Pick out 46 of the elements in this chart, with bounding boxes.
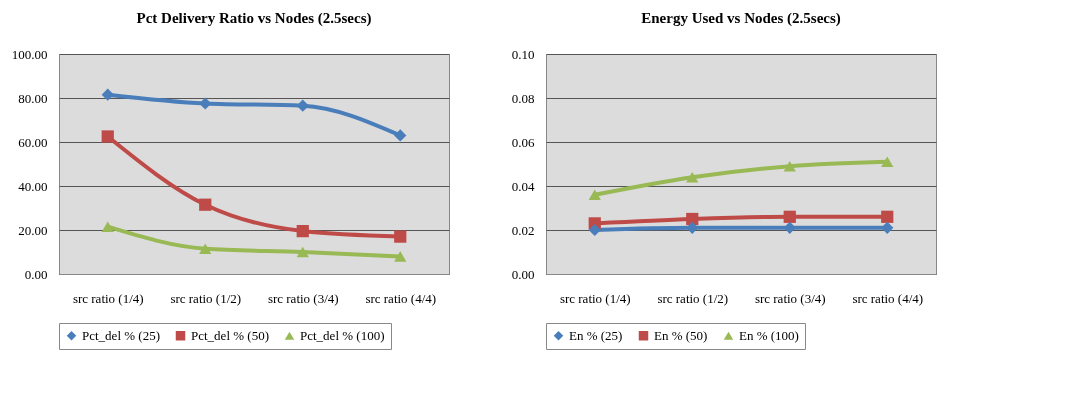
point [783, 210, 796, 223]
point [394, 251, 407, 262]
point [881, 156, 894, 168]
point [296, 224, 309, 238]
chart-title: Energy Used vs Nodes (2.5secs) [641, 10, 841, 27]
legend-label: En % (50) [654, 327, 708, 343]
y-tick-label: 100.00 [11, 46, 48, 62]
y-tick-label: 0.08 [511, 90, 535, 106]
point [881, 221, 894, 234]
point [296, 246, 309, 258]
point [588, 189, 601, 201]
point [783, 160, 796, 172]
point [394, 230, 407, 243]
point [199, 198, 212, 211]
y-tick-label: 40.00 [18, 178, 48, 194]
point [101, 221, 114, 232]
legend-label: Pct_del % (50) [191, 327, 269, 343]
x-tick-label: src ratio (3/4) [267, 290, 339, 306]
x-tick-label: src ratio (1/2) [657, 290, 729, 306]
point [101, 88, 114, 101]
y-tick-label: 0.00 [24, 266, 48, 282]
point [199, 243, 212, 254]
chart-title: Pct Delivery Ratio vs Nodes (2.5secs) [136, 10, 372, 27]
point [588, 223, 601, 237]
y-tick-label: 80.00 [18, 90, 48, 106]
point [686, 171, 699, 183]
x-tick-label: src ratio (4/4) [365, 290, 437, 306]
y-tick-label: 0.10 [511, 46, 535, 62]
point [881, 210, 894, 223]
x-tick-label: src ratio (4/4) [852, 290, 924, 306]
legend-label: En % (100) [739, 327, 799, 343]
x-tick-label: src ratio (3/4) [754, 290, 826, 306]
y-tick-label: 0.02 [511, 222, 535, 238]
y-tick-label: 0.04 [511, 178, 535, 194]
legend-label: En % (25) [569, 327, 623, 343]
legend-label: Pct_del % (25) [82, 327, 160, 343]
point [394, 129, 407, 142]
y-tick-label: 60.00 [18, 134, 48, 150]
y-tick-label: 0.06 [511, 134, 535, 150]
legend-label: Pct_del % (100) [300, 327, 385, 343]
point [101, 130, 114, 143]
y-tick-label: 0.00 [511, 266, 535, 282]
x-tick-label: src ratio (1/2) [170, 290, 242, 306]
y-tick-label: 20.00 [18, 222, 48, 238]
x-tick-label: src ratio (1/4) [72, 290, 144, 306]
x-tick-label: src ratio (1/4) [559, 290, 631, 306]
